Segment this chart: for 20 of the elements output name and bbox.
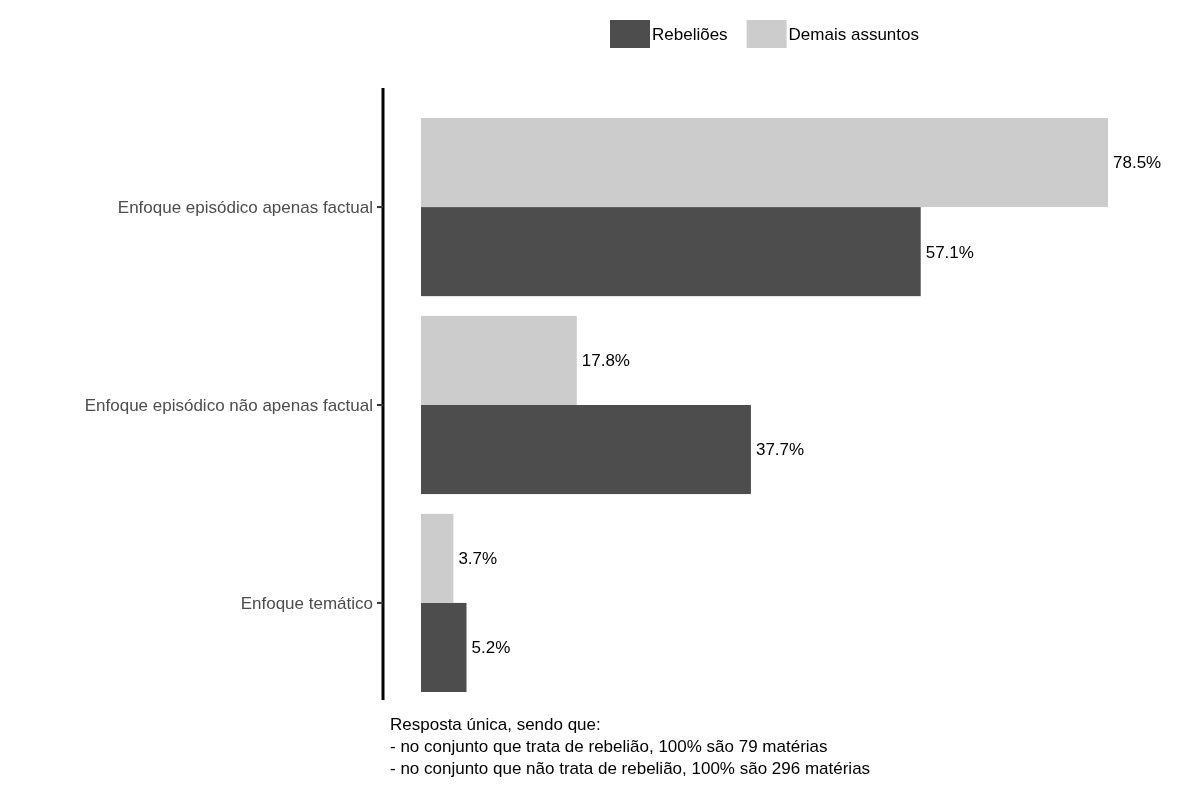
data-label: 37.7% (755, 440, 805, 460)
data-label: 17.8% (581, 351, 630, 371)
legend-label: Demais assuntos (788, 24, 919, 44)
data-label: 3.7% (458, 549, 498, 569)
bar (421, 315, 577, 405)
text: Resposta única, sendo que: (390, 715, 601, 734)
bar (421, 602, 467, 692)
text: - no conjunto que não trata de rebelião, 100% são 296 matérias (390, 759, 871, 778)
data-label: 57.1% (925, 242, 974, 262)
text: - no conjunto que trata de rebelião, 100% são 79 matérias (390, 737, 828, 756)
data-label: 78.5% (1113, 153, 1162, 173)
bar (421, 207, 921, 297)
data-label: 5.2% (471, 638, 511, 658)
bar (421, 513, 454, 603)
bar (421, 118, 1108, 208)
y-tick-label: Enfoque episódico não apenas factual (84, 395, 373, 415)
bar (421, 405, 751, 495)
y-tick-label: Enfoque episódico apenas factual (117, 198, 373, 218)
legend-label: Rebeliões (652, 24, 728, 44)
y-tick-label: Enfoque temático (240, 593, 373, 613)
